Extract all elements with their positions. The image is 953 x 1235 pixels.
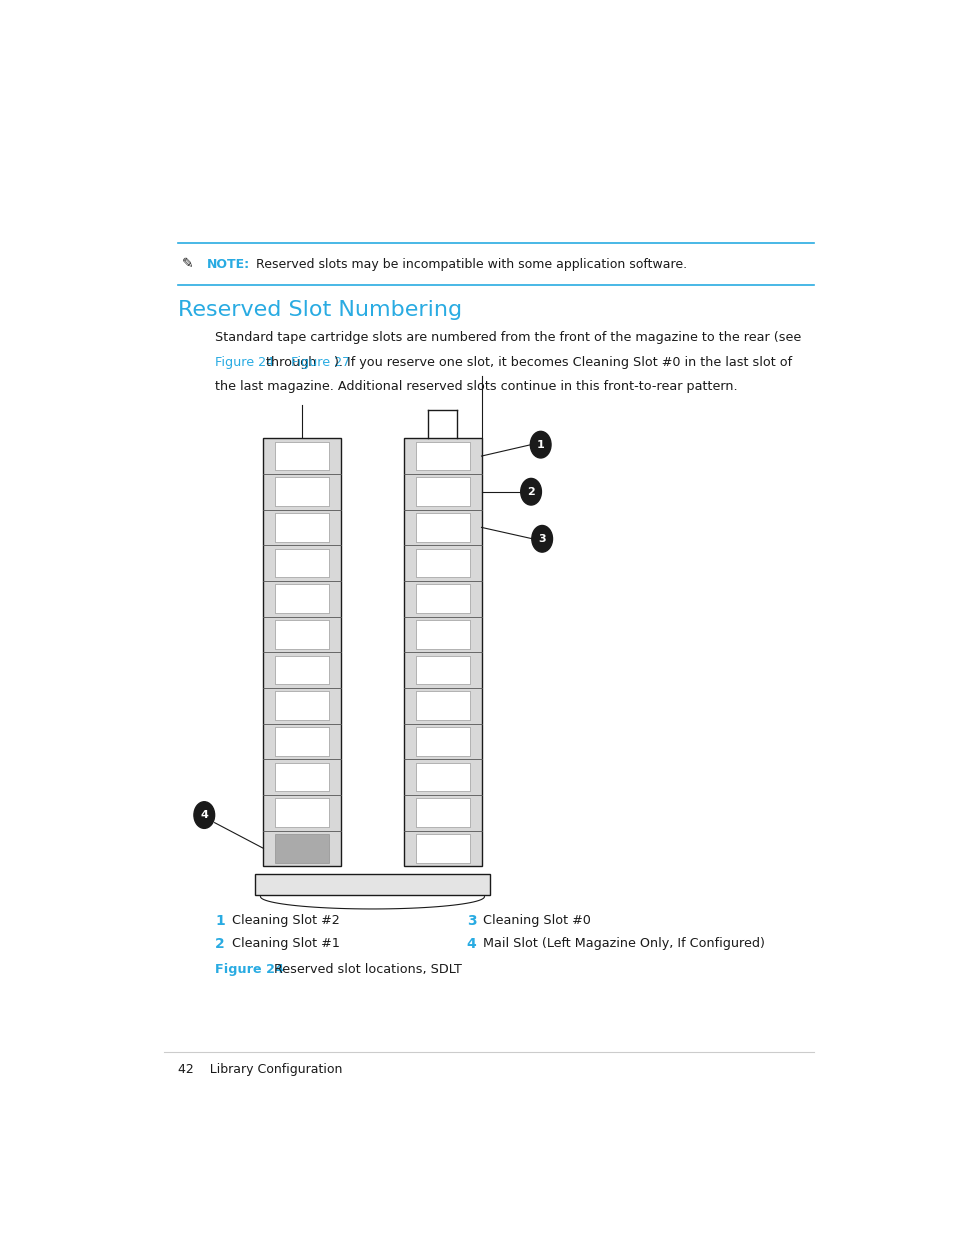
Bar: [274, 442, 329, 471]
Bar: [416, 692, 470, 720]
Text: 3: 3: [466, 914, 476, 927]
Bar: [416, 548, 470, 577]
Bar: [416, 442, 470, 471]
Bar: [274, 656, 329, 684]
Bar: [416, 584, 470, 613]
Text: Cleaning Slot #1: Cleaning Slot #1: [232, 937, 339, 951]
Circle shape: [193, 802, 214, 829]
Text: Standard tape cartridge slots are numbered from the front of the magazine to the: Standard tape cartridge slots are number…: [215, 331, 801, 343]
Bar: [416, 620, 470, 648]
Text: Cleaning Slot #0: Cleaning Slot #0: [482, 914, 590, 926]
Text: ). If you reserve one slot, it becomes Cleaning Slot #0 in the last slot of: ). If you reserve one slot, it becomes C…: [335, 356, 792, 368]
Bar: [274, 834, 329, 862]
Text: NOTE:: NOTE:: [206, 258, 250, 270]
Bar: [274, 798, 329, 827]
Bar: [274, 478, 329, 506]
Bar: [416, 478, 470, 506]
Bar: [274, 620, 329, 648]
Bar: [274, 727, 329, 756]
Bar: [263, 438, 341, 866]
Text: Figure 24: Figure 24: [215, 963, 284, 976]
Bar: [274, 692, 329, 720]
Bar: [274, 763, 329, 792]
Text: 1: 1: [215, 914, 225, 927]
Bar: [416, 763, 470, 792]
Text: Figure 24: Figure 24: [215, 356, 274, 368]
Text: 4: 4: [466, 937, 476, 951]
Bar: [416, 727, 470, 756]
Circle shape: [531, 525, 552, 552]
Text: the last magazine. Additional reserved slots continue in this front-to-rear patt: the last magazine. Additional reserved s…: [215, 380, 738, 393]
Text: Figure 27: Figure 27: [291, 356, 350, 368]
Bar: [416, 834, 470, 862]
Text: 2: 2: [527, 487, 535, 496]
Text: 1: 1: [537, 440, 544, 450]
Text: Cleaning Slot #2: Cleaning Slot #2: [232, 914, 339, 926]
Text: ✎: ✎: [181, 257, 193, 272]
Text: 42    Library Configuration: 42 Library Configuration: [178, 1063, 342, 1076]
Text: Reserved Slot Numbering: Reserved Slot Numbering: [178, 300, 462, 320]
Bar: [274, 548, 329, 577]
Bar: [403, 438, 481, 866]
Bar: [416, 513, 470, 542]
Circle shape: [520, 478, 541, 505]
Text: Reserved slot locations, SDLT: Reserved slot locations, SDLT: [265, 963, 461, 976]
Text: through: through: [262, 356, 320, 368]
Text: Mail Slot (Left Magazine Only, If Configured): Mail Slot (Left Magazine Only, If Config…: [482, 937, 764, 951]
Bar: [254, 874, 490, 894]
Bar: [416, 798, 470, 827]
Text: Reserved slots may be incompatible with some application software.: Reserved slots may be incompatible with …: [255, 258, 686, 270]
Text: 4: 4: [200, 810, 208, 820]
Bar: [416, 656, 470, 684]
Circle shape: [530, 431, 551, 458]
Bar: [274, 513, 329, 542]
Text: 2: 2: [215, 937, 225, 951]
Text: 3: 3: [537, 534, 545, 543]
Bar: [274, 584, 329, 613]
